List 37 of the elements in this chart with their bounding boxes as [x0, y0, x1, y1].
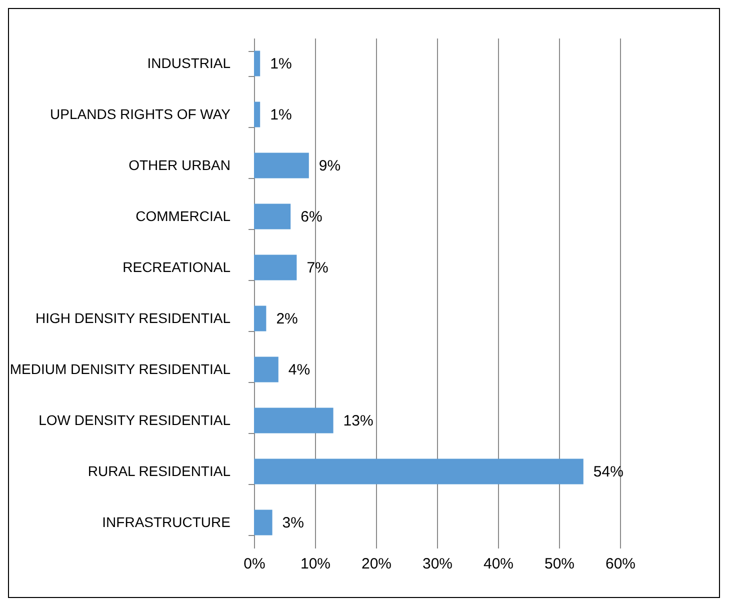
- bar: [254, 356, 278, 382]
- bar: [254, 510, 272, 536]
- y-tick-label: RECREATIONAL: [122, 259, 231, 275]
- y-tick-label: OTHER URBAN: [128, 157, 230, 173]
- data-label: 3%: [282, 514, 304, 532]
- bar: [254, 254, 297, 280]
- y-tick-label: LOW DENSITY RESIDENTIAL: [38, 412, 231, 428]
- y-tick-label: INDUSTRIAL: [147, 55, 231, 71]
- data-label: 2%: [276, 310, 298, 328]
- bar: [254, 458, 584, 484]
- x-tick-label: 20%: [361, 556, 392, 572]
- x-tick-label: 10%: [300, 556, 331, 572]
- y-tick-label: HIGH DENSITY RESIDENTIAL: [35, 310, 231, 326]
- data-label: 9%: [318, 158, 341, 174]
- y-tick-label: COMMERCIAL: [136, 208, 231, 224]
- data-label: 6%: [300, 208, 322, 226]
- y-tick-label: UPLANDS RIGHTS OF WAY: [50, 106, 232, 122]
- data-label: 1%: [270, 56, 292, 72]
- x-tick-label: 50%: [544, 556, 575, 572]
- data-label: 1%: [270, 106, 292, 124]
- bar: [254, 102, 260, 128]
- bar: [254, 204, 291, 230]
- bar: [254, 408, 334, 434]
- bar: [254, 152, 309, 178]
- data-label: 54%: [593, 464, 624, 480]
- y-tick-label: INFRASTRUCTURE: [102, 514, 230, 530]
- data-label: 13%: [343, 412, 374, 430]
- x-tick-label: 30%: [422, 556, 453, 572]
- data-label: 7%: [306, 260, 328, 276]
- x-tick-label: 60%: [605, 556, 636, 572]
- y-tick-label: RURAL RESIDENTIAL: [88, 463, 231, 479]
- bar: [254, 306, 266, 332]
- x-tick-label: 40%: [483, 556, 514, 572]
- bar: [254, 50, 260, 76]
- y-tick-label: MEDIUM DENISITY RESIDENTIAL: [10, 361, 231, 377]
- x-tick-label: 0%: [244, 556, 266, 572]
- data-label: 4%: [288, 362, 310, 378]
